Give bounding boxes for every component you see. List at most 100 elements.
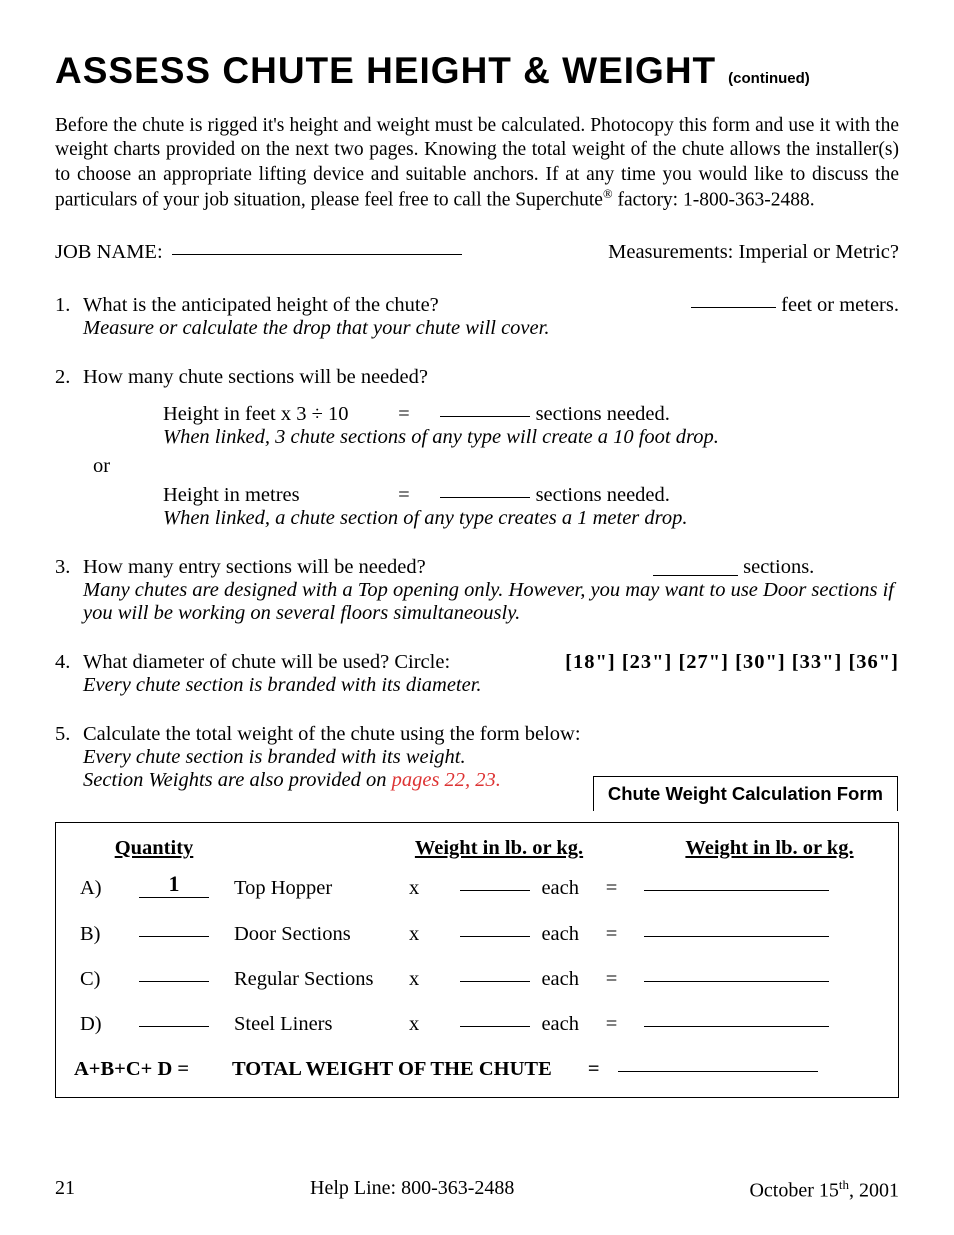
calc-each-blank[interactable] xyxy=(460,890,530,891)
q5-hint2-prefix: Section Weights are also provided on xyxy=(83,769,392,791)
q4-number: 4. xyxy=(55,651,83,697)
intro-paragraph: Before the chute is rigged it's height a… xyxy=(55,114,899,213)
question-3: 3. How many entry sections will be neede… xyxy=(55,556,899,625)
calc-row-name: Door Sections xyxy=(234,923,409,946)
page-title-row: ASSESS CHUTE HEIGHT & WEIGHT (continued) xyxy=(55,50,899,92)
q3-text: How many entry sections will be needed? xyxy=(83,556,653,579)
calc-row-eq: = xyxy=(579,968,644,991)
question-2: 2. How many chute sections will be neede… xyxy=(55,366,899,530)
page-title: ASSESS CHUTE HEIGHT & WEIGHT xyxy=(55,50,716,91)
calc-row-each: each xyxy=(429,968,579,991)
calc-table: Quantity Weight in lb. or kg. Weight in … xyxy=(55,822,899,1098)
calc-footer-formula: A+B+C+ D = xyxy=(74,1058,232,1081)
q2-text: How many chute sections will be needed? xyxy=(83,366,899,389)
calc-row-label: A) xyxy=(74,877,114,900)
q5-pages-ref: pages 22, 23. xyxy=(392,769,501,791)
date-sup: th xyxy=(839,1177,849,1192)
q4-text: What diameter of chute will be used? Cir… xyxy=(83,651,450,674)
calc-footer-label: TOTAL WEIGHT OF THE CHUTE xyxy=(232,1058,552,1081)
question-1: 1. What is the anticipated height of the… xyxy=(55,294,899,340)
date-suffix: , 2001 xyxy=(849,1180,899,1202)
q2-met-hint: When linked, a chute section of any type… xyxy=(163,507,899,530)
calc-row: C) Regular Sectionsx each= xyxy=(74,968,880,991)
calc-row-total xyxy=(644,877,880,900)
calc-row-total-blank[interactable] xyxy=(644,981,829,982)
page-title-continued: (continued) xyxy=(728,70,810,87)
q1-blank[interactable] xyxy=(691,307,776,308)
q2-met-formula: Height in metres xyxy=(163,484,393,507)
calc-row-total-blank[interactable] xyxy=(644,936,829,937)
calc-each-blank[interactable] xyxy=(460,1026,530,1027)
q2-or: or xyxy=(93,455,899,478)
calc-row-x: x xyxy=(409,923,429,946)
help-line: Help Line: 800-363-2488 xyxy=(310,1177,514,1203)
q2-met-blank[interactable] xyxy=(440,497,530,498)
calc-qty-blank[interactable] xyxy=(139,936,209,937)
calc-row-each: each xyxy=(429,923,579,946)
job-row: JOB NAME: Measurements: Imperial or Metr… xyxy=(55,241,899,264)
q2-met-suffix: sections needed. xyxy=(536,484,670,506)
calc-qty-blank[interactable] xyxy=(139,981,209,982)
q1-number: 1. xyxy=(55,294,83,340)
calc-each-blank[interactable] xyxy=(460,981,530,982)
calc-footer-total xyxy=(618,1058,818,1081)
calc-total-blank[interactable] xyxy=(618,1071,818,1072)
q2-met-eq: = xyxy=(398,484,410,506)
calc-col-qty: Quantity xyxy=(74,837,234,860)
calc-row-eq: = xyxy=(579,1013,644,1036)
calc-row-label: C) xyxy=(74,968,114,991)
calc-each-blank[interactable] xyxy=(460,936,530,937)
q4-options[interactable]: [18"] [23"] [27"] [30"] [33"] [36"] xyxy=(565,651,899,674)
q2-imp-hint: When linked, 3 chute sections of any typ… xyxy=(163,426,899,449)
calc-header-row: Quantity Weight in lb. or kg. Weight in … xyxy=(74,837,880,860)
date-prefix: October 15 xyxy=(749,1180,838,1202)
calc-row-name: Regular Sections xyxy=(234,968,409,991)
calc-row-total xyxy=(644,968,880,991)
q5-text: Calculate the total weight of the chute … xyxy=(83,723,899,746)
page-footer: 21 Help Line: 800-363-2488 October 15th,… xyxy=(55,1177,899,1203)
q3-blank[interactable] xyxy=(653,553,738,576)
calc-col-w2: Weight in lb. or kg. xyxy=(659,837,880,860)
q3-suffix: sections. xyxy=(743,556,814,579)
calc-row-label: D) xyxy=(74,1013,114,1036)
job-name-label: JOB NAME: xyxy=(55,241,163,264)
calc-row-total xyxy=(644,923,880,946)
q2-imp-suffix: sections needed. xyxy=(536,403,670,425)
job-name-field: JOB NAME: xyxy=(55,241,462,264)
calc-row-total-blank[interactable] xyxy=(644,890,829,891)
q5-number: 5. xyxy=(55,723,83,792)
calc-row-qty: 1 xyxy=(114,874,234,901)
calc-qty-blank[interactable] xyxy=(139,1026,209,1027)
q2-imp-blank[interactable] xyxy=(440,416,530,417)
q2-imp-eq: = xyxy=(398,403,410,425)
calc-row-label: B) xyxy=(74,923,114,946)
calc-row-x: x xyxy=(409,968,429,991)
q3-hint: Many chutes are designed with a Top open… xyxy=(83,579,899,625)
calc-row-name: Top Hopper xyxy=(234,877,409,900)
q2-imp-formula: Height in feet x 3 ÷ 10 xyxy=(163,403,393,426)
calc-row-qty xyxy=(114,1013,234,1036)
calc-row-each: each xyxy=(429,1013,579,1036)
q2-imperial-block: Height in feet x 3 ÷ 10 = sections neede… xyxy=(163,403,899,449)
q1-answer: feet or meters. xyxy=(691,294,899,317)
calc-qty-blank[interactable]: 1 xyxy=(139,871,209,898)
q5-hint1: Every chute section is branded with its … xyxy=(83,746,899,769)
footer-date: October 15th, 2001 xyxy=(749,1177,899,1203)
job-name-blank[interactable] xyxy=(172,254,462,255)
q3-number: 3. xyxy=(55,556,83,625)
calc-form-title: Chute Weight Calculation Form xyxy=(593,776,898,811)
q2-number: 2. xyxy=(55,366,83,530)
question-4: 4. What diameter of chute will be used? … xyxy=(55,651,899,697)
calc-footer-eq: = xyxy=(570,1058,618,1081)
calc-row-eq: = xyxy=(579,923,644,946)
q4-hint: Every chute section is branded with its … xyxy=(83,674,899,697)
q1-hint: Measure or calculate the drop that your … xyxy=(83,317,899,340)
calc-row: D)Steel Linersx each= xyxy=(74,1013,880,1036)
calc-row-total-blank[interactable] xyxy=(644,1026,829,1027)
calc-col-w1: Weight in lb. or kg. xyxy=(399,837,599,860)
calc-row: B) Door Sectionsx each= xyxy=(74,923,880,946)
calc-row-each: each xyxy=(429,877,579,900)
calc-row-x: x xyxy=(409,877,429,900)
calc-row-total xyxy=(644,1013,880,1036)
q1-text: What is the anticipated height of the ch… xyxy=(83,294,439,317)
